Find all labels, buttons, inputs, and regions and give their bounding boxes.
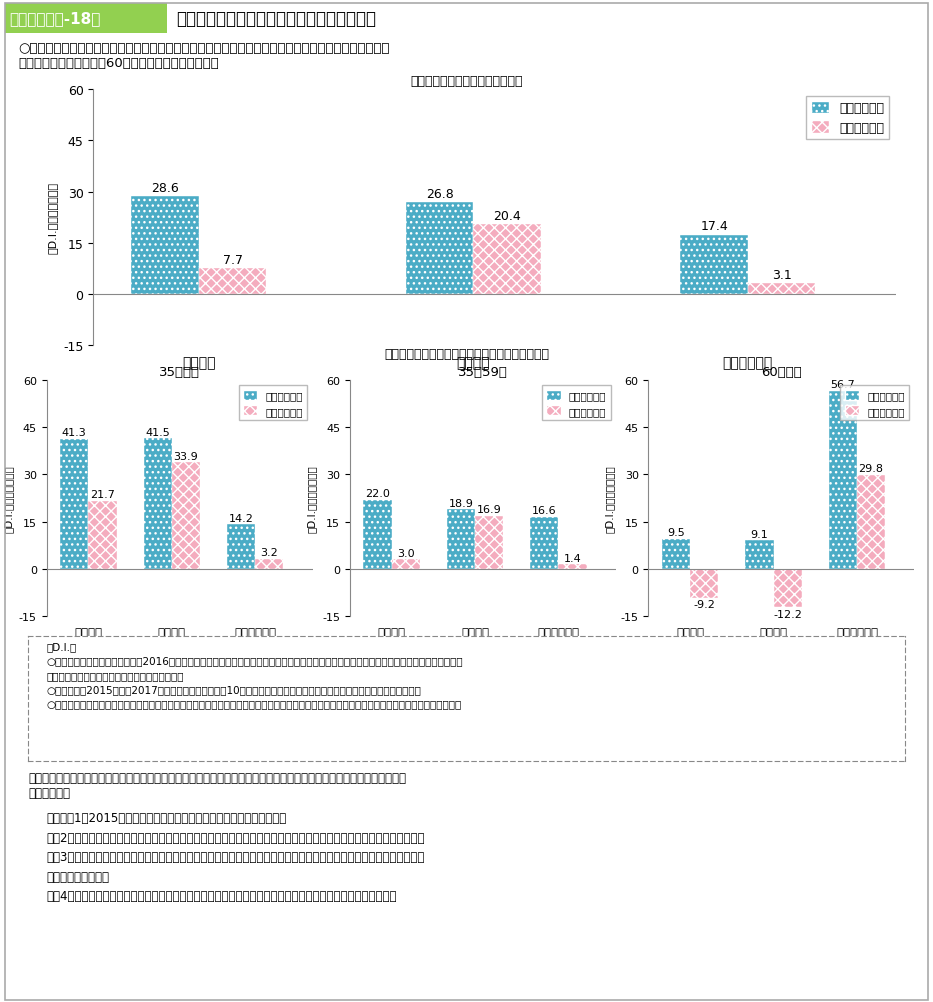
Bar	[447, 510, 475, 569]
Bar	[256, 559, 284, 569]
Text: 第２－（４）-18図: 第２－（４）-18図	[9, 12, 101, 26]
Bar	[748, 284, 815, 295]
Bar	[89, 501, 117, 569]
Text: 21.7: 21.7	[90, 489, 115, 499]
Text: 29.8: 29.8	[858, 464, 884, 474]
Bar	[406, 203, 473, 295]
Text: 自己啓発を実施した２年後の効果: 自己啓発を実施した２年後の効果	[411, 75, 522, 88]
Text: 資料出所　（株）リクルートリクルートワークス研究所「全国就業実態パネル調査」をもとに特別集計した結果を提供い: 資料出所 （株）リクルートリクルートワークス研究所「全国就業実態パネル調査」をも…	[28, 772, 406, 785]
Title: 35～59歳: 35～59歳	[458, 365, 508, 378]
Text: 16.6: 16.6	[532, 505, 557, 515]
Text: 33.9: 33.9	[174, 451, 198, 461]
Text: 16.9: 16.9	[477, 505, 501, 514]
Y-axis label: （D.I.、％ポイント）: （D.I.、％ポイント）	[48, 182, 58, 254]
Bar	[199, 269, 267, 295]
Text: 18.9: 18.9	[449, 498, 473, 508]
Bar	[172, 463, 200, 569]
Legend: 自己啓発あり, 自己啓発なし: 自己啓発あり, 自己啓発なし	[542, 386, 610, 421]
Text: （注）　1）2015年及び２０１７年調査に回答した正規雇用者を対象。
　　2）２０１５年における自己啓発の実施の有無別にみており、２０１５年に在学中であった者は: （注） 1）2015年及び２０１７年調査に回答した正規雇用者を対象。 2）２０１…	[47, 812, 425, 903]
Text: 14.2: 14.2	[229, 513, 254, 523]
Text: 3.2: 3.2	[260, 547, 278, 557]
Y-axis label: （D.I.、％ポイント）: （D.I.、％ポイント）	[4, 465, 13, 532]
Bar	[132, 197, 199, 295]
Text: 9.5: 9.5	[667, 528, 685, 538]
Text: 41.3: 41.3	[62, 428, 87, 438]
Bar	[857, 476, 885, 569]
Text: -9.2: -9.2	[693, 599, 716, 609]
Text: ただき作成: ただき作成	[28, 787, 70, 800]
Title: 35歳未満: 35歳未満	[160, 365, 200, 378]
Text: 17.4: 17.4	[700, 220, 728, 233]
Legend: 自己啓発あり, 自己啓発なし: 自己啓発あり, 自己啓発なし	[239, 386, 307, 421]
Title: 60歳以上: 60歳以上	[761, 365, 801, 378]
Bar	[829, 391, 857, 569]
Text: （D.I.）
○仕事の質　担当している仕事が2016年に比べて「大幅にレベルアップした」「少しレベルアップした」割合から「大幅にレベルダウンした」
　「少しレベ: （D.I.） ○仕事の質 担当している仕事が2016年に比べて「大幅にレベルアッ…	[47, 641, 464, 708]
Text: 26.8: 26.8	[425, 188, 453, 201]
Text: 7.7: 7.7	[223, 254, 243, 267]
Bar	[364, 500, 392, 569]
Text: 3.1: 3.1	[772, 269, 791, 282]
Text: 効果が示儆され、特に60歳以上で高くなっている。: 効果が示儆され、特に60歳以上で高くなっている。	[19, 57, 219, 70]
Y-axis label: （D.I.、％ポイント）: （D.I.、％ポイント）	[307, 465, 316, 532]
Bar	[530, 517, 559, 569]
Bar	[745, 540, 773, 569]
FancyBboxPatch shape	[5, 4, 167, 34]
Text: 3.0: 3.0	[397, 548, 414, 558]
Text: 20.4: 20.4	[494, 210, 521, 223]
Text: ○　自己啓発を行うことにより、仕事の質の向上や収入の増加などを通じて職業生活の満足度が高まる: ○ 自己啓発を行うことにより、仕事の質の向上や収入の増加などを通じて職業生活の満…	[19, 42, 390, 55]
Text: 22.0: 22.0	[365, 489, 390, 498]
Text: -12.2: -12.2	[773, 609, 802, 619]
Text: 自己啓発の実施が正規雇用者にもたらす効果: 自己啓発の実施が正規雇用者にもたらす効果	[176, 10, 376, 28]
Text: 9.1: 9.1	[751, 529, 769, 539]
Bar	[227, 525, 256, 569]
Bar	[559, 565, 587, 569]
Text: 自己啓発を実施した２年後の効果（年齢階級別）: 自己啓発を実施した２年後の効果（年齢階級別）	[384, 348, 549, 361]
Bar	[475, 516, 503, 569]
Text: 56.7: 56.7	[830, 380, 856, 390]
Bar	[680, 235, 748, 295]
Legend: 自己啓発あり, 自己啓発なし: 自己啓発あり, 自己啓発なし	[841, 386, 909, 421]
Bar	[773, 569, 801, 607]
Bar	[144, 439, 172, 569]
Y-axis label: （D.I.、％ポイント）: （D.I.、％ポイント）	[606, 465, 615, 532]
Bar	[662, 539, 690, 569]
Text: 41.5: 41.5	[146, 427, 170, 437]
Text: 28.6: 28.6	[151, 182, 179, 195]
Legend: 自己啓発あり, 自己啓発なし: 自己啓発あり, 自己啓発なし	[806, 96, 889, 140]
Bar	[61, 440, 89, 569]
Bar	[392, 560, 420, 569]
Bar	[473, 225, 541, 295]
Bar	[690, 569, 718, 598]
Text: 1.4: 1.4	[564, 553, 581, 563]
